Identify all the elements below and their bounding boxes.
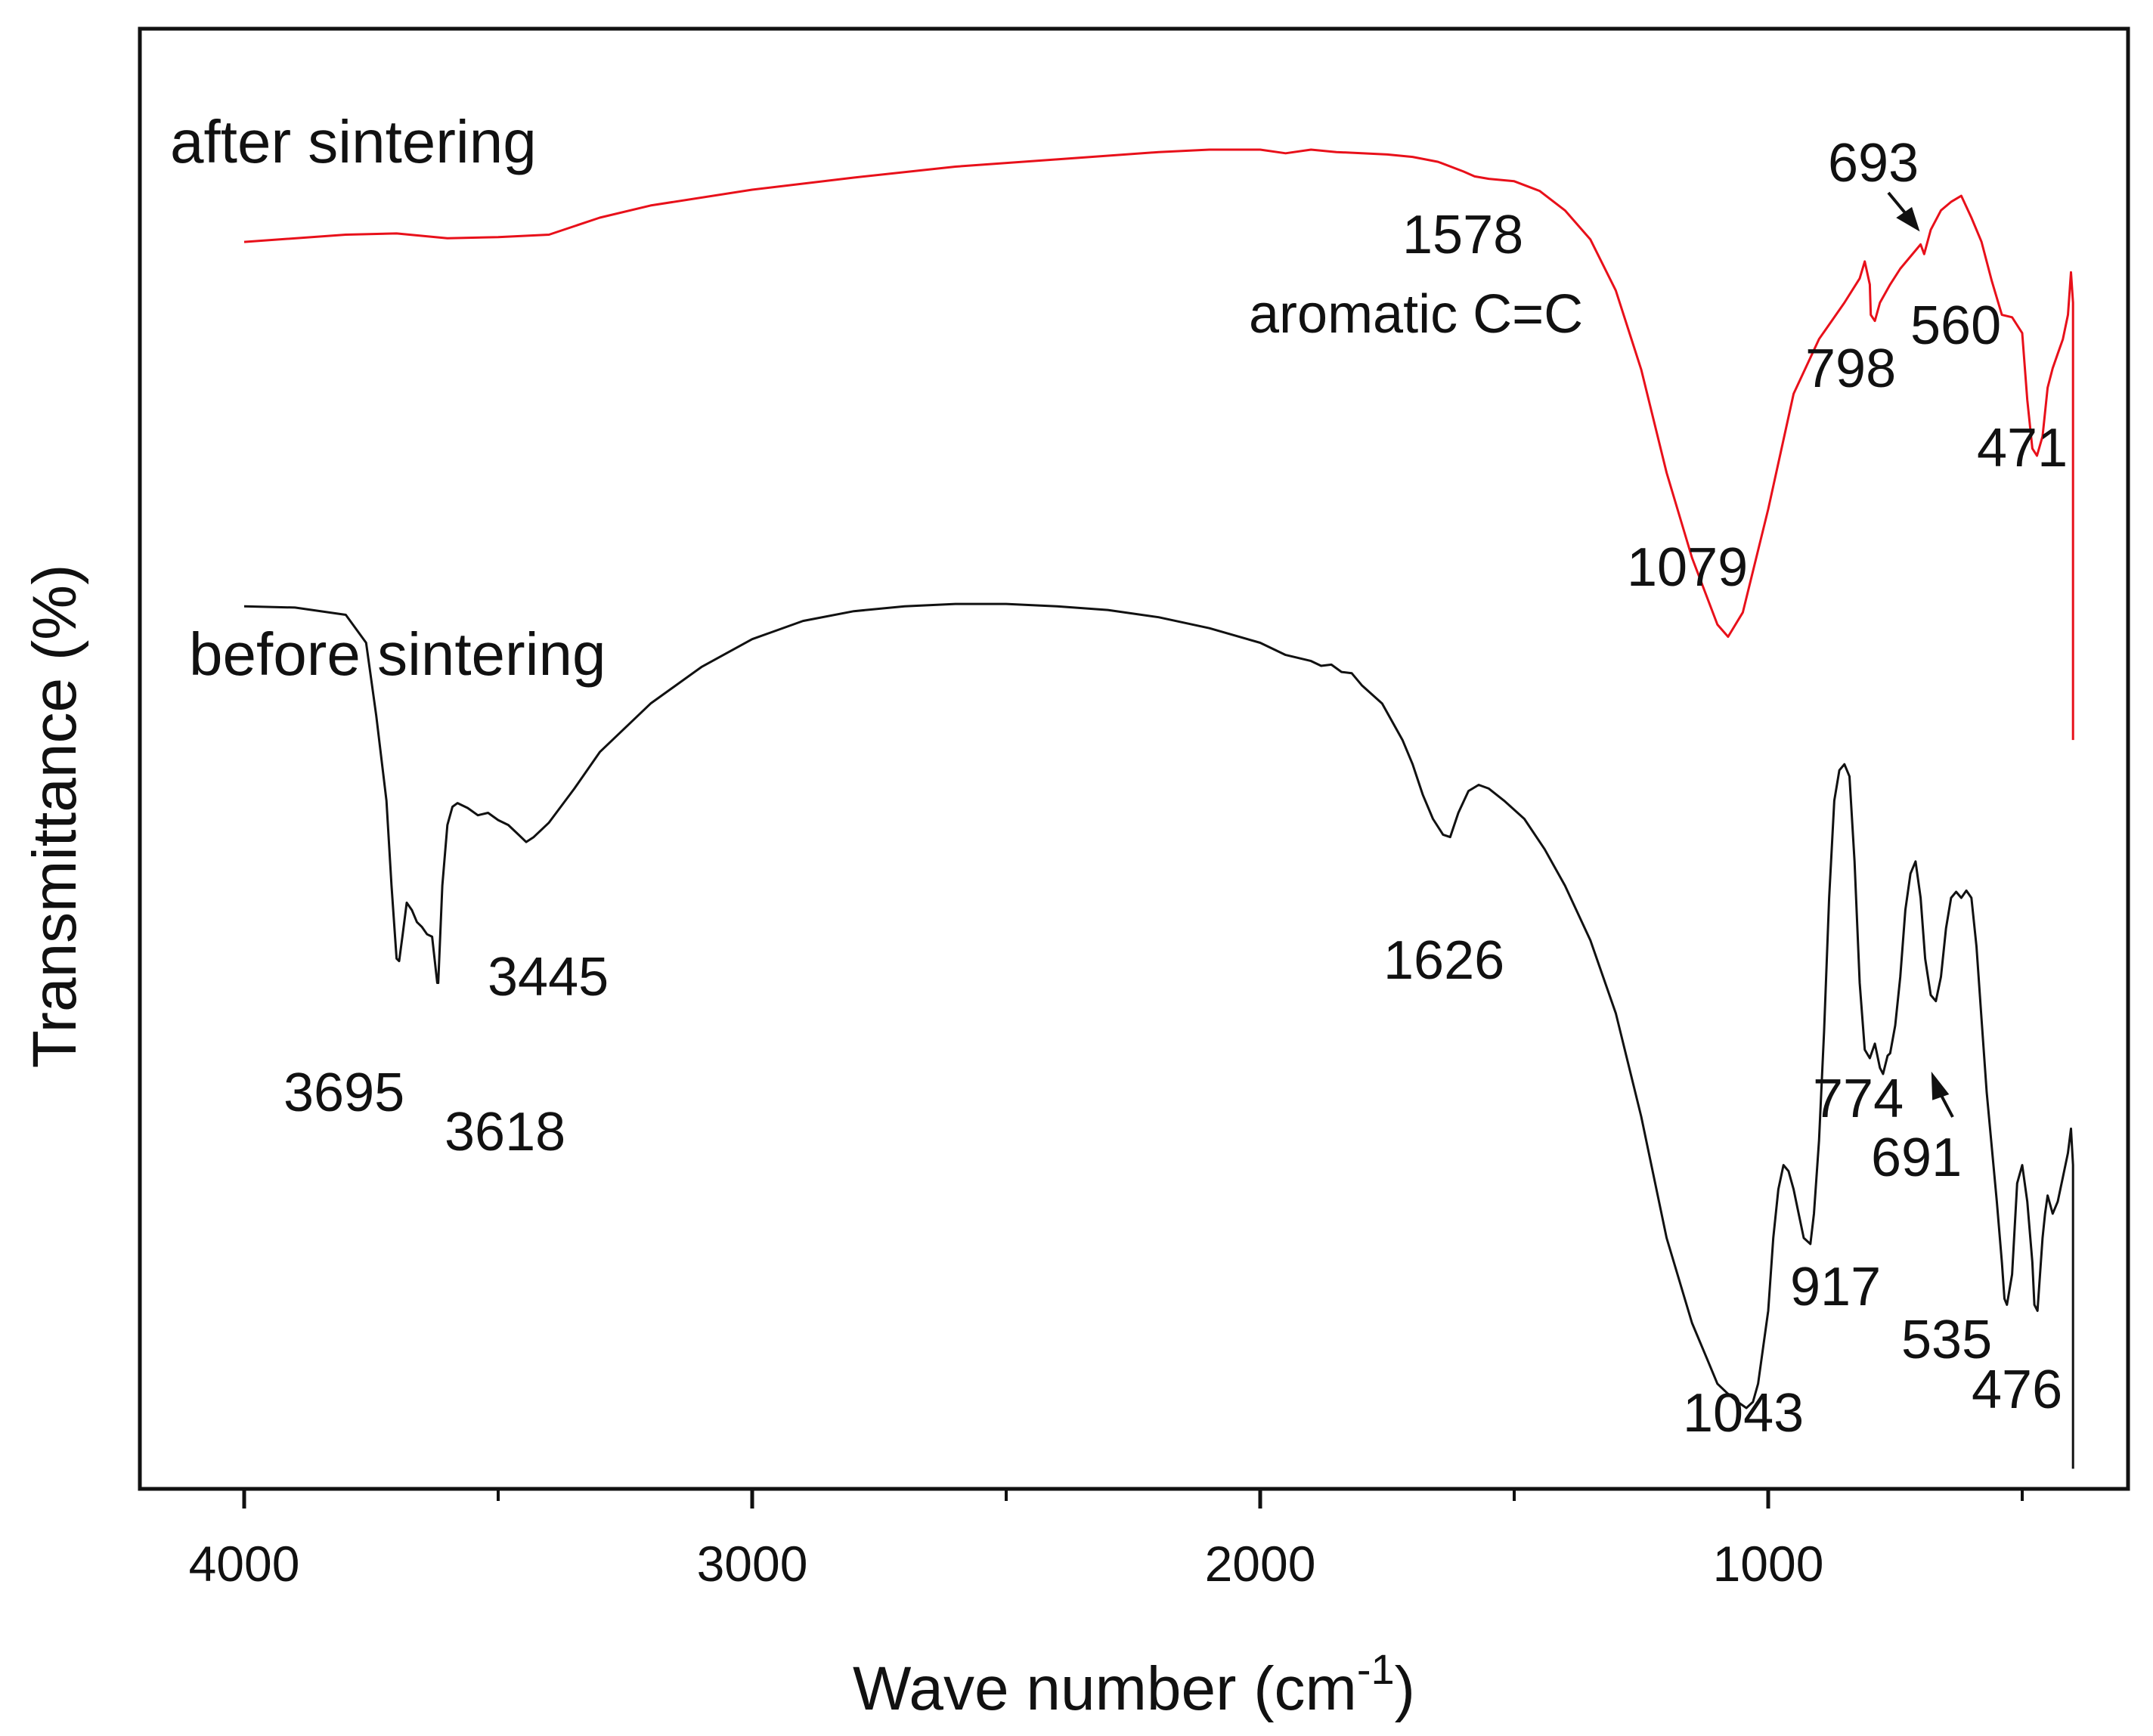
- peak-label-535: 535: [1901, 1310, 1992, 1370]
- x-tick-label-3000: 3000: [697, 1536, 808, 1592]
- series-label-after-sintering: after sintering: [170, 108, 537, 175]
- series-label-before-sintering: before sintering: [189, 620, 606, 688]
- arrow-691: [1931, 1071, 1954, 1118]
- peak-label-798: 798: [1805, 339, 1896, 399]
- peak-label-3445: 3445: [488, 947, 609, 1007]
- peak-label-1043: 1043: [1683, 1383, 1804, 1444]
- peak-label-471: 471: [1977, 418, 2068, 478]
- peak-label-476: 476: [1972, 1360, 2062, 1420]
- y-axis-title: Transmittance (%): [20, 565, 89, 1069]
- series-line-after-sintering: [243, 148, 2074, 741]
- x-axis-ticks: [242, 1489, 2024, 1509]
- peak-label-3618: 3618: [445, 1102, 565, 1162]
- x-tick-label-1000: 1000: [1713, 1536, 1824, 1592]
- peak-label-3695: 3695: [283, 1063, 404, 1123]
- peak-label-1626: 1626: [1383, 930, 1504, 991]
- x-tick-label-4000: 4000: [189, 1536, 300, 1592]
- series-line-before-sintering: [243, 602, 2074, 1469]
- peak-label-774: 774: [1813, 1069, 1904, 1129]
- peak-label-560: 560: [1910, 296, 2001, 356]
- peak-label-917: 917: [1790, 1257, 1881, 1317]
- x-axis-title: Wave number (cm-1): [853, 1645, 1415, 1723]
- arrow-693: [1887, 191, 1920, 232]
- peak-label-1578: 1578: [1402, 205, 1523, 265]
- peak-label-1079: 1079: [1627, 537, 1748, 598]
- plot-frame: [138, 26, 2130, 1491]
- x-tick-label-2000: 2000: [1205, 1536, 1316, 1592]
- peak-label-693: 693: [1828, 133, 1919, 193]
- peak-label-aromatic: aromatic C=C: [1249, 284, 1583, 345]
- peak-label-691: 691: [1871, 1128, 1962, 1188]
